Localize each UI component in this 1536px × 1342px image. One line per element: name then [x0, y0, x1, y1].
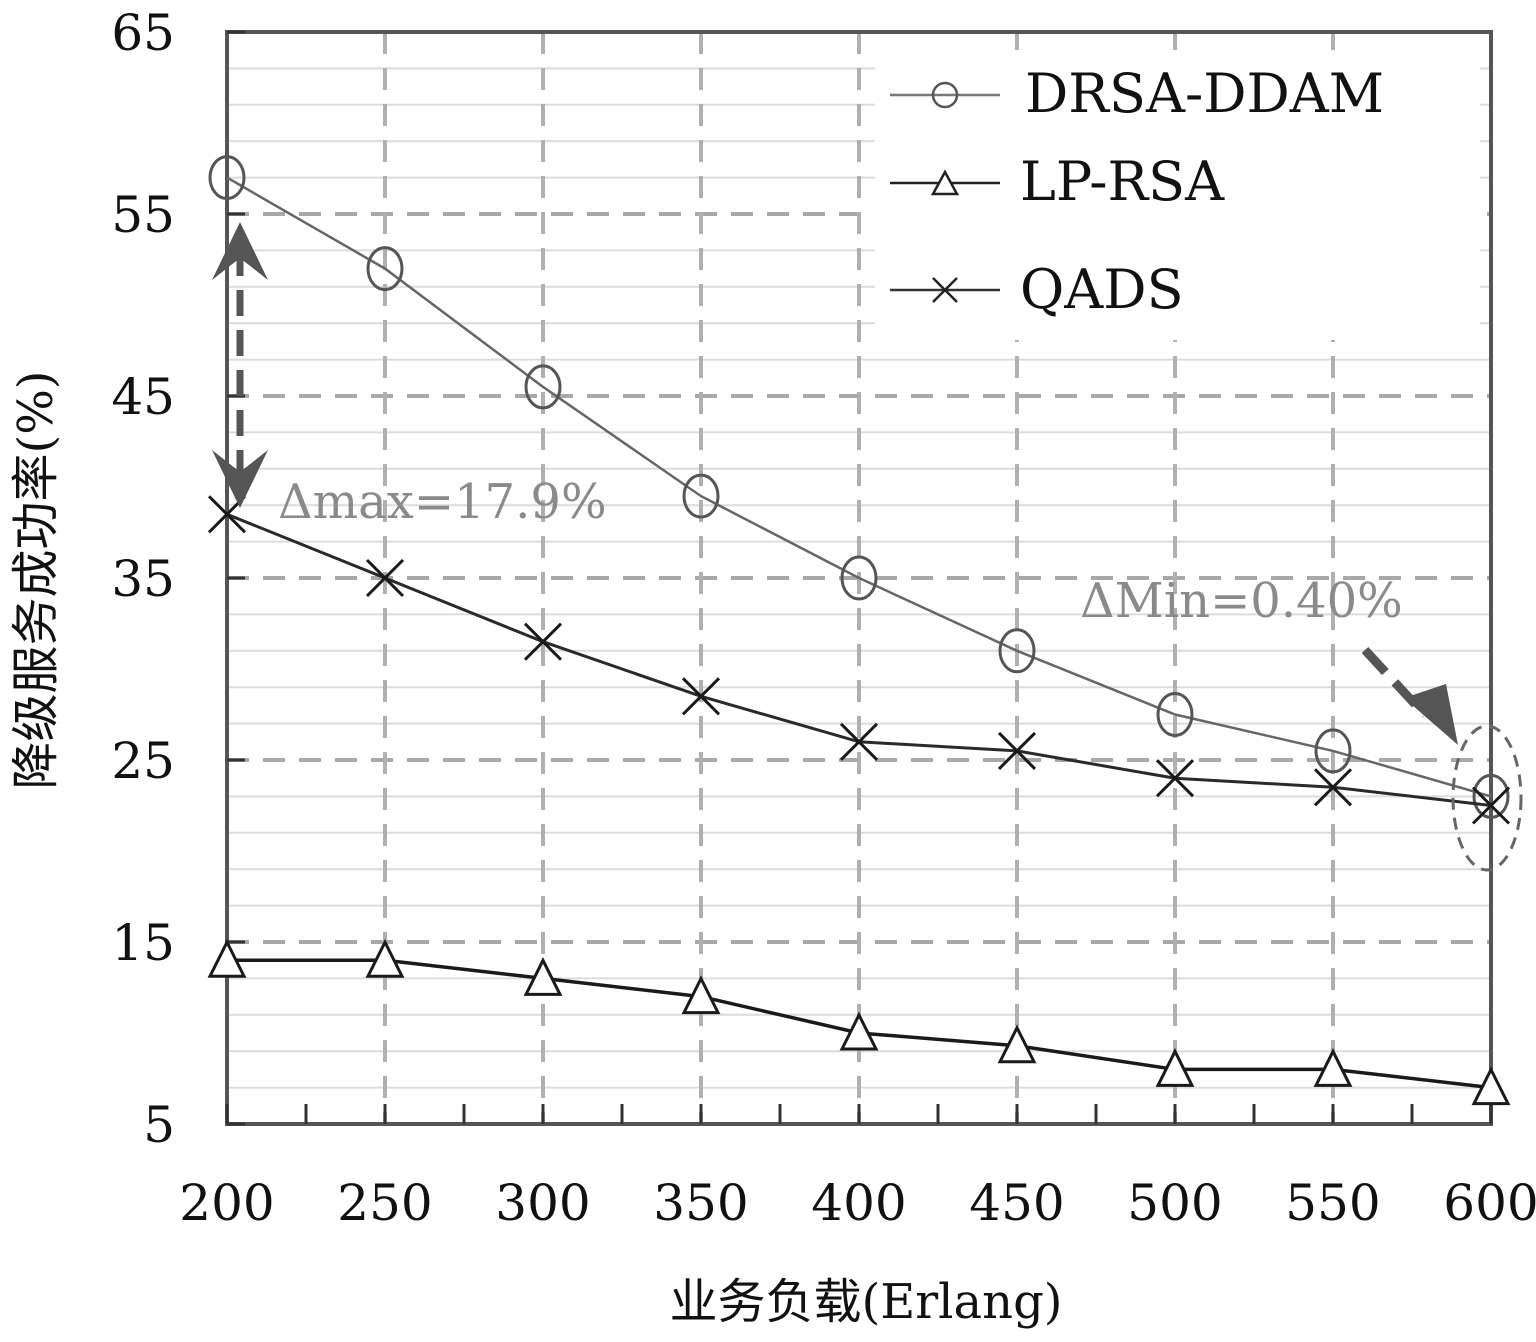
marker-x [365, 558, 405, 598]
x-tick-labels: 200 250 300 350 400 450 500 550 600 [179, 1174, 1536, 1232]
x-tick-label: 300 [495, 1174, 590, 1232]
legend-marker-x-icon [932, 277, 958, 303]
delta-min-arrow-head [1404, 684, 1458, 745]
marker-triangle [997, 1024, 1037, 1064]
y-tick-label: 55 [111, 186, 175, 244]
delta-min-highlight-ellipse [1451, 724, 1523, 872]
delta-max-annotation: Δmax=17.9% [212, 222, 607, 530]
series-line-circle [226, 176, 1492, 798]
legend-label-qads: QADS [1020, 258, 1184, 321]
marker-triangle [365, 938, 405, 978]
marker-triangle [523, 957, 563, 996]
y-tick-label: 5 [143, 1096, 175, 1154]
y-tick-label: 45 [111, 368, 175, 426]
marker-circle [998, 628, 1036, 674]
marker-triangle [1313, 1048, 1353, 1087]
marker-circle [366, 246, 404, 292]
x-tick-label: 400 [811, 1174, 906, 1232]
x-tick-label: 450 [969, 1174, 1064, 1232]
x-tick-label: 350 [653, 1174, 748, 1232]
legend-background [875, 50, 1480, 340]
marker-triangle [1471, 1066, 1511, 1106]
legend-marker-triangle-icon [930, 169, 960, 196]
marker-circle [524, 364, 562, 410]
marker-circle [1156, 692, 1194, 737]
marker-x [1471, 786, 1511, 825]
marker-x [839, 722, 879, 761]
marker-x [681, 677, 721, 716]
y-axis-title: 降级服务成功率(%) [8, 370, 64, 789]
legend-label-lp: LP-RSA [1020, 150, 1225, 213]
marker-x [523, 622, 563, 661]
marker-x [1155, 759, 1195, 798]
marker-triangle [839, 1011, 879, 1051]
marker-triangle [1155, 1048, 1195, 1087]
delta-max-label: Δmax=17.9% [278, 474, 607, 530]
marker-x [1313, 768, 1353, 807]
y-tick-label: 15 [111, 914, 175, 972]
delta-max-arrow-head-down [212, 450, 268, 508]
marker-circle [1314, 728, 1352, 774]
marker-circle [1472, 773, 1510, 819]
x-tick-label: 600 [1443, 1174, 1536, 1232]
x-tick-label: 200 [179, 1174, 274, 1232]
y-tick-labels: 5 15 25 35 45 55 65 [111, 4, 175, 1154]
legend: DRSA-DDAM LP-RSA QADS [875, 50, 1480, 340]
series-layer [207, 155, 1511, 1106]
legend-label-drsa: DRSA-DDAM [1025, 62, 1384, 125]
x-tick-label: 500 [1127, 1174, 1222, 1232]
marker-x [997, 731, 1037, 770]
y-tick-label: 35 [111, 550, 175, 608]
marker-circle [208, 155, 246, 201]
y-tick-label: 25 [111, 732, 175, 790]
y-tick-label: 65 [111, 4, 175, 62]
marker-triangle [207, 938, 247, 978]
legend-marker-circle-icon [931, 81, 959, 109]
x-tick-label: 550 [1285, 1174, 1380, 1232]
marker-triangle [681, 975, 721, 1015]
delta-max-arrow-head-up [212, 222, 268, 280]
x-tick-label: 250 [337, 1174, 432, 1232]
x-axis-title: 业务负载(Erlang) [669, 1274, 1062, 1330]
marker-circle [840, 555, 878, 601]
delta-min-label: ΔMin=0.40% [1080, 573, 1403, 629]
delta-min-annotation: ΔMin=0.40% [1080, 573, 1523, 872]
marker-circle [682, 473, 720, 519]
axis-ticks [225, 30, 1493, 1126]
